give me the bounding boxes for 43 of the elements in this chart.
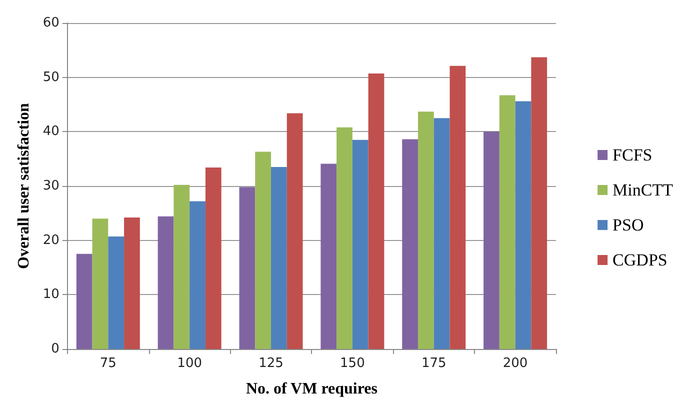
y-tick-label: 10: [42, 287, 60, 302]
bar: [239, 187, 256, 349]
bar: [190, 201, 206, 349]
bar: [108, 236, 124, 349]
y-tick-label: 40: [42, 124, 60, 140]
x-tick-label: 200: [502, 356, 528, 371]
legend-label: CGDPS: [612, 250, 668, 270]
x-tick-label: 75: [100, 356, 116, 371]
bar: [352, 140, 368, 349]
bar: [158, 216, 174, 349]
bar: [255, 152, 272, 349]
bar: [368, 74, 384, 349]
x-tick-label: 100: [177, 356, 202, 371]
legend-label: PSO: [612, 216, 644, 234]
bar: [515, 101, 532, 349]
x-tick-label: 150: [340, 356, 365, 371]
legend-label: FCFS: [612, 146, 652, 164]
y-tick-label: 60: [42, 16, 60, 30]
y-axis-title: Overall user satisfaction: [16, 102, 32, 269]
bar: [484, 132, 500, 349]
bar: [402, 139, 418, 349]
y-tick-label: 20: [42, 232, 60, 248]
x-axis-title: No. of VM requires: [246, 380, 378, 398]
y-tick-label: 50: [42, 70, 60, 85]
bar: [418, 112, 434, 349]
bar: [92, 218, 108, 349]
bar: [531, 57, 548, 349]
bar: [434, 118, 450, 349]
bar: [271, 166, 287, 349]
bar: [320, 164, 337, 349]
bar: [205, 168, 222, 349]
bar: [286, 113, 303, 349]
x-tick-label: 175: [421, 356, 446, 371]
bar: [124, 218, 140, 349]
bar: [499, 95, 516, 349]
x-tick-label: 125: [258, 356, 284, 371]
bar: [450, 66, 466, 349]
y-tick-label: 30: [42, 178, 60, 194]
y-tick-label: 0: [51, 342, 60, 356]
bar: [76, 254, 92, 349]
bar: [174, 184, 190, 349]
legend-label: MinCTT: [612, 180, 674, 200]
bar: [336, 127, 352, 349]
